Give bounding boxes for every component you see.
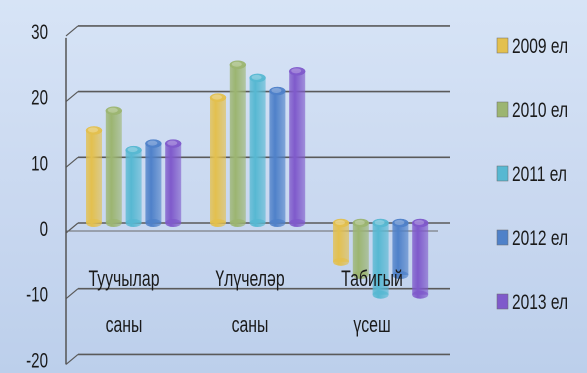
y-tick-label: 0 bbox=[40, 216, 48, 240]
legend-label: 2009 ел bbox=[512, 34, 568, 58]
bar bbox=[332, 218, 350, 266]
bar bbox=[209, 93, 227, 227]
bar bbox=[125, 145, 142, 227]
bar bbox=[164, 139, 182, 227]
legend-swatch bbox=[496, 293, 509, 310]
bar bbox=[372, 218, 389, 299]
bar bbox=[105, 106, 123, 227]
bar bbox=[269, 86, 286, 227]
y-tick-label: 20 bbox=[31, 85, 48, 109]
legend-label: 2013 ел bbox=[512, 290, 568, 314]
legend-swatch bbox=[496, 101, 509, 118]
y-tick-label: -20 bbox=[26, 348, 48, 372]
y-tick-label: 30 bbox=[31, 19, 48, 43]
bar bbox=[392, 218, 409, 279]
legend-swatch bbox=[496, 229, 509, 246]
bar bbox=[145, 139, 162, 227]
bar bbox=[249, 73, 266, 227]
y-tick-label: -10 bbox=[26, 282, 48, 306]
y-tick-label: 10 bbox=[31, 151, 48, 175]
bar bbox=[229, 60, 247, 227]
category-label: Үлүчеләр bbox=[215, 268, 284, 292]
legend-swatch bbox=[496, 165, 509, 182]
gridline-connector bbox=[65, 156, 79, 168]
category-label: Туучылар bbox=[88, 268, 159, 292]
legend-item: 2009 ел bbox=[496, 34, 568, 58]
gridline-connector bbox=[65, 25, 79, 37]
legend-label: 2011 ел bbox=[512, 162, 567, 186]
gridline-connector bbox=[65, 91, 79, 103]
legend-label: 2010 ел bbox=[512, 98, 568, 122]
category-label: Табигый bbox=[341, 268, 403, 292]
legend: 2009 ел 2010 ел 2011 ел 2012 ел 2013 ел bbox=[496, 34, 568, 314]
legend-item: 2013 ел bbox=[496, 290, 568, 314]
legend-item: 2011 ел bbox=[496, 162, 567, 186]
legend-item: 2012 ел bbox=[496, 226, 568, 250]
legend-item: 2010 ел bbox=[496, 98, 568, 122]
bars bbox=[85, 60, 429, 299]
category-label: саны bbox=[232, 314, 269, 338]
gridline-connector bbox=[65, 288, 79, 300]
legend-swatch bbox=[496, 37, 509, 54]
gridline-connector bbox=[65, 353, 79, 365]
legend-label: 2012 ел bbox=[512, 226, 568, 250]
bar bbox=[85, 126, 103, 227]
bar bbox=[411, 218, 429, 299]
category-labels: Туучылар саны Үлүчеләр саны Табигый үсеш bbox=[88, 268, 402, 338]
category-label: үсеш bbox=[353, 314, 390, 338]
bar bbox=[352, 218, 370, 279]
y-axis: -20 -10 0 10 20 30 bbox=[26, 19, 67, 372]
bar bbox=[288, 67, 306, 227]
category-label: саны bbox=[106, 314, 143, 338]
